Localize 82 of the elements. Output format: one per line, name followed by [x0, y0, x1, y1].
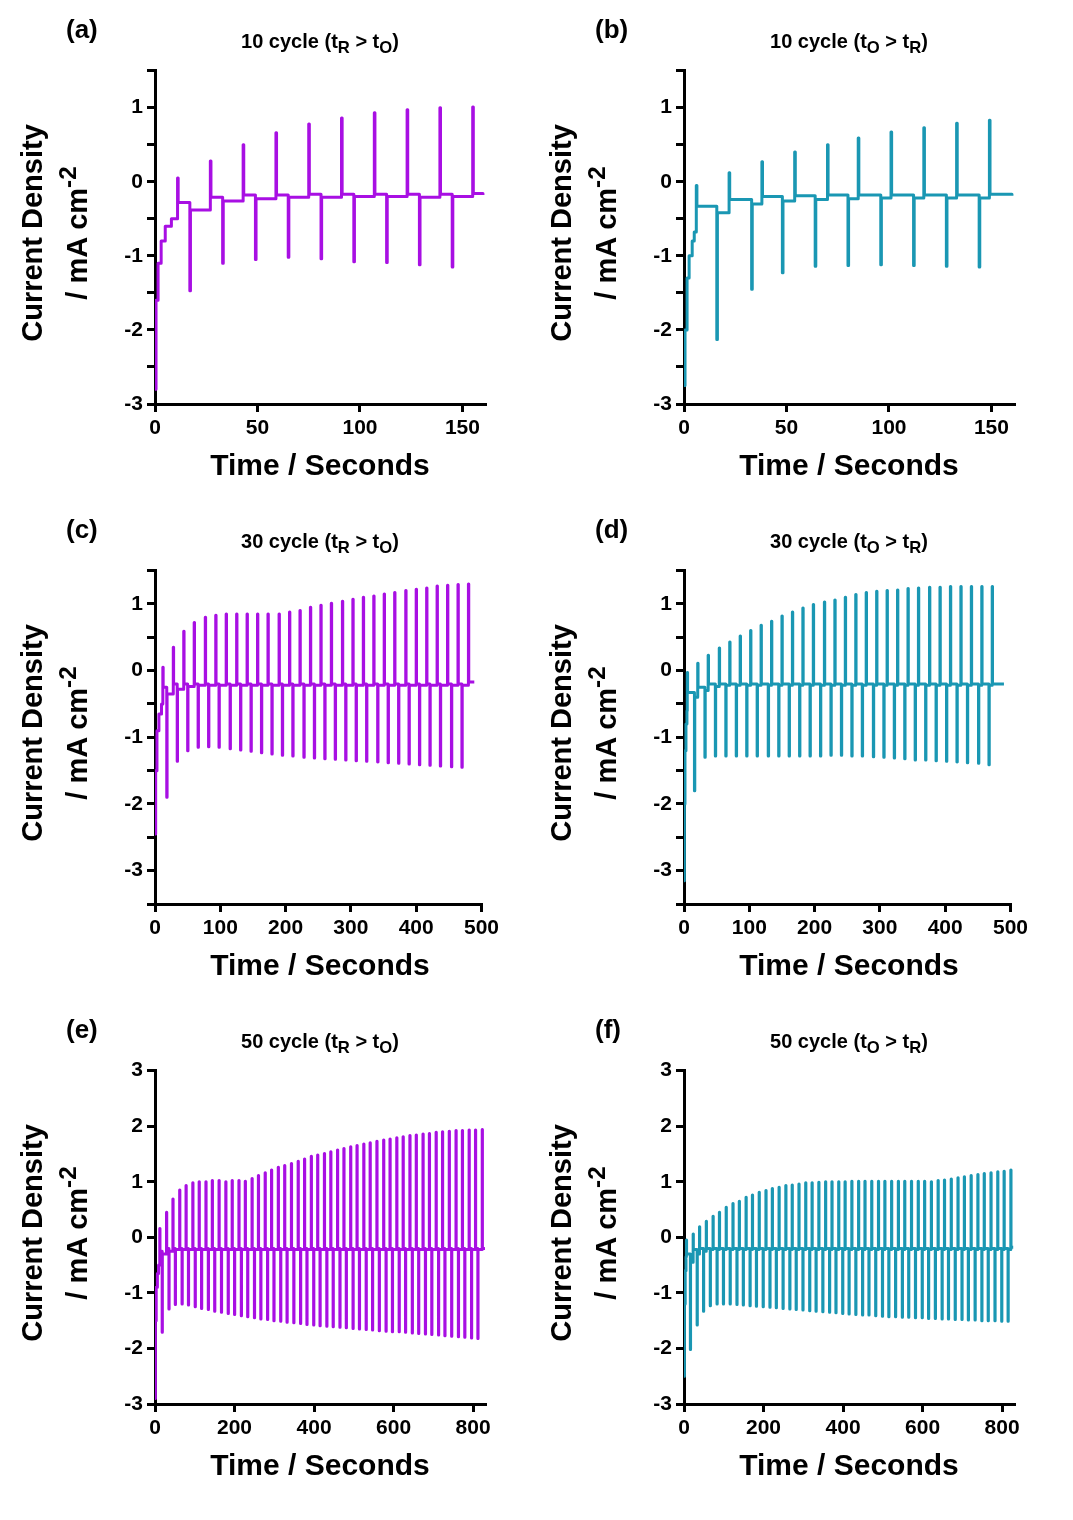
y-tick-label: 2 — [131, 1112, 143, 1136]
y-tick-label: 0 — [660, 1224, 672, 1248]
x-axis-title: Time / Seconds — [738, 948, 960, 982]
x-tick-label: 400 — [927, 915, 963, 939]
y-tick-label: 0 — [131, 1224, 143, 1248]
x-tick-label: 600 — [905, 1415, 941, 1439]
x-axis-title: Time / Seconds — [738, 448, 960, 482]
x-axis-title: Time / Seconds — [738, 1448, 960, 1482]
x-tick-label: 0 — [149, 415, 161, 439]
x-tick-label: 200 — [216, 1415, 253, 1439]
y-tick-label: -3 — [653, 390, 672, 414]
x-axis-title: Time / Seconds — [209, 948, 431, 982]
x-tick-label: 100 — [871, 415, 907, 439]
x-tick-label: 100 — [202, 915, 238, 939]
y-tick-label: 1 — [660, 590, 673, 614]
y-tick-label: 1 — [131, 94, 144, 118]
y-tick-label: -2 — [653, 316, 672, 340]
x-tick-label: 800 — [984, 1415, 1020, 1439]
y-tick-label: 1 — [131, 590, 144, 614]
x-tick-label: 0 — [678, 915, 690, 939]
y-tick-label: 0 — [131, 168, 143, 192]
y-tick-label: -2 — [124, 1335, 143, 1359]
x-tick-label: 150 — [444, 415, 480, 439]
x-tick-label: 200 — [745, 1415, 782, 1439]
x-tick-label: 50 — [245, 415, 270, 439]
x-tick-label: 400 — [398, 915, 434, 939]
x-axis-title: Time / Seconds — [209, 448, 431, 482]
y-tick-label: 0 — [660, 168, 672, 192]
x-tick-label: 300 — [333, 915, 369, 939]
chart-title: 50 cycle (t$_{R}$ > t$_{O}$) — [240, 1030, 400, 1058]
x-tick-label: 200 — [797, 915, 833, 939]
chart-title: 10 cycle (t$_{O}$ > t$_{R}$) — [769, 30, 929, 58]
y-tick-label: -1 — [124, 1279, 144, 1303]
x-tick-label: 150 — [973, 415, 1009, 439]
x-tick-label: 100 — [342, 415, 378, 439]
chart-title: 30 cycle (t$_{O}$ > t$_{R}$) — [769, 530, 929, 558]
y-tick-label: -1 — [653, 724, 673, 748]
chart-title: 30 cycle (t$_{R}$ > t$_{O}$) — [240, 530, 400, 558]
y-tick-label: -1 — [653, 1279, 673, 1303]
text: (c) — [66, 514, 98, 545]
y-tick-label: -3 — [124, 390, 143, 414]
x-tick-label: 0 — [149, 1415, 161, 1439]
y-tick-label: -3 — [124, 1390, 143, 1414]
x-tick-label: 50 — [774, 415, 799, 439]
y-tick-label: -1 — [124, 242, 144, 266]
text: (e) — [66, 1014, 98, 1045]
y-tick-label: -1 — [124, 724, 144, 748]
x-tick-label: 200 — [268, 915, 304, 939]
y-tick-label: 2 — [660, 1112, 672, 1136]
x-tick-label: 800 — [455, 1415, 491, 1439]
y-tick-label: -3 — [124, 857, 143, 881]
x-tick-label: 0 — [149, 915, 161, 939]
y-tick-label: 3 — [131, 1057, 143, 1081]
chart-title: 10 cycle (t$_{R}$ > t$_{O}$) — [240, 30, 400, 58]
x-tick-label: 500 — [463, 915, 499, 939]
x-tick-label: 300 — [862, 915, 898, 939]
y-tick-label: 3 — [660, 1057, 672, 1081]
text: (f) — [595, 1014, 621, 1045]
y-tick-label: 1 — [660, 1168, 673, 1192]
y-tick-label: -2 — [653, 1335, 672, 1359]
y-tick-label: -3 — [653, 1390, 672, 1414]
text: (d) — [595, 514, 629, 545]
y-tick-label: -3 — [653, 857, 672, 881]
chart-title: 50 cycle (t$_{O}$ > t$_{R}$) — [769, 1030, 929, 1058]
y-tick-label: 0 — [131, 657, 143, 681]
y-tick-label: -2 — [124, 790, 143, 814]
x-tick-label: 400 — [825, 1415, 861, 1439]
text: (b) — [595, 14, 629, 45]
x-tick-label: 0 — [678, 1415, 690, 1439]
x-tick-label: 400 — [296, 1415, 332, 1439]
y-tick-label: -2 — [653, 790, 672, 814]
text: (a) — [66, 14, 98, 45]
y-tick-label: 1 — [660, 94, 673, 118]
y-tick-label: 0 — [660, 657, 672, 681]
x-axis-title: Time / Seconds — [209, 1448, 431, 1482]
y-tick-label: -1 — [653, 242, 673, 266]
x-tick-label: 0 — [678, 415, 690, 439]
x-tick-label: 600 — [376, 1415, 412, 1439]
y-tick-label: 1 — [131, 1168, 144, 1192]
x-tick-label: 100 — [731, 915, 767, 939]
x-tick-label: 500 — [992, 915, 1028, 939]
y-tick-label: -2 — [124, 316, 143, 340]
